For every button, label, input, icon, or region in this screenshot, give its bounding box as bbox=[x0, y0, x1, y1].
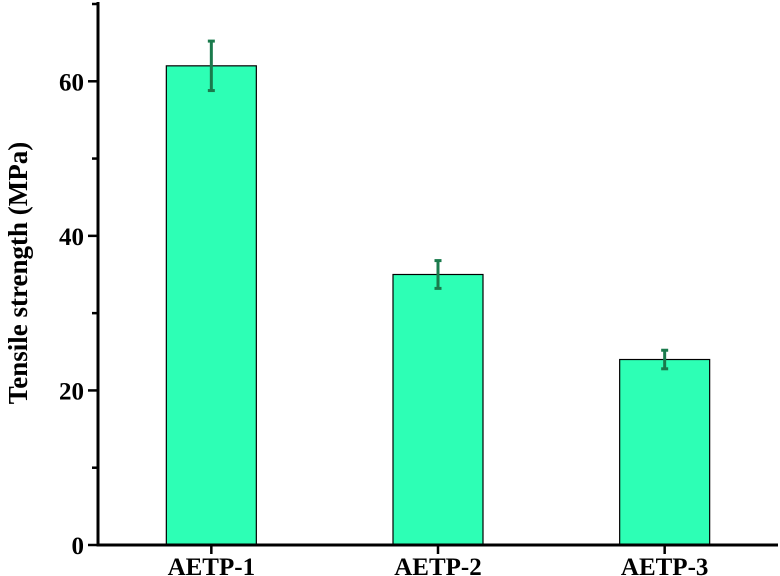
x-tick-label: AETP-2 bbox=[394, 554, 482, 576]
y-tick-label: 20 bbox=[59, 378, 84, 405]
bar-aetp-2 bbox=[392, 273, 484, 546]
bar-aetp-3 bbox=[619, 358, 711, 546]
y-tick-label: 60 bbox=[59, 69, 84, 96]
x-tick-label: AETP-3 bbox=[621, 554, 709, 576]
x-tick-label: AETP-1 bbox=[168, 554, 256, 576]
x-ticks: AETP-1 AETP-2 AETP-3 bbox=[168, 545, 709, 576]
y-ticks: 0 20 40 60 bbox=[59, 2, 98, 560]
y-tick-label: 40 bbox=[59, 224, 84, 251]
bar-aetp-1 bbox=[165, 65, 257, 546]
error-bar-aetp-2 bbox=[434, 259, 442, 290]
error-bar-aetp-3 bbox=[661, 348, 669, 371]
y-tick-label: 0 bbox=[72, 533, 85, 560]
y-axis-title: Tensile strength (MPa) bbox=[3, 142, 33, 405]
error-bar-aetp-1 bbox=[207, 39, 215, 93]
plot-area bbox=[165, 39, 711, 546]
